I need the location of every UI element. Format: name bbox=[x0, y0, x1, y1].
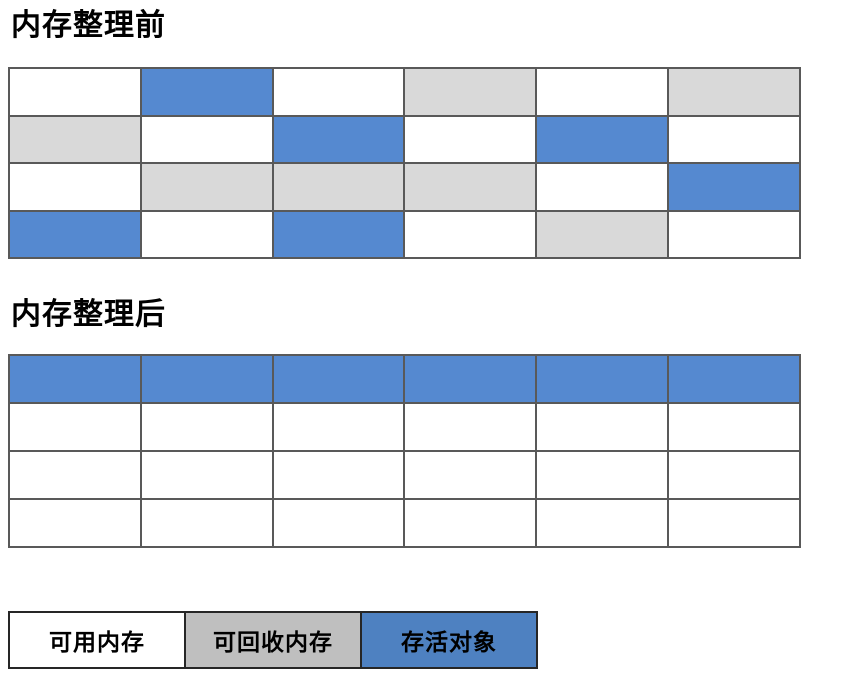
memory-cell-free bbox=[272, 403, 405, 451]
memory-cell-free bbox=[272, 499, 405, 547]
memory-cell-reclaimable bbox=[272, 163, 405, 211]
memory-grid-after bbox=[8, 354, 801, 548]
memory-cell-free bbox=[272, 451, 405, 499]
memory-cell-free bbox=[404, 210, 537, 258]
memory-cell-live bbox=[9, 210, 141, 258]
memory-cell-live bbox=[140, 68, 273, 116]
memory-cell-free bbox=[668, 210, 800, 258]
memory-cell-free bbox=[668, 115, 800, 163]
memory-cell-free bbox=[9, 403, 141, 451]
memory-cell-live bbox=[668, 163, 800, 211]
memory-cell-free bbox=[536, 499, 669, 547]
memory-cell-live bbox=[668, 355, 800, 403]
legend-item-live: 存活对象 bbox=[362, 613, 536, 667]
memory-cell-free bbox=[140, 403, 273, 451]
memory-cell-free bbox=[536, 451, 669, 499]
memory-cell-live bbox=[404, 355, 537, 403]
memory-cell-free bbox=[140, 451, 273, 499]
memory-cell-live bbox=[536, 355, 669, 403]
memory-cell-live bbox=[140, 355, 273, 403]
title-before-compaction: 内存整理前 bbox=[11, 9, 166, 42]
memory-cell-free bbox=[668, 499, 800, 547]
memory-grid-before bbox=[8, 67, 801, 259]
memory-cell-reclaimable bbox=[668, 68, 800, 116]
memory-cell-free bbox=[140, 210, 273, 258]
memory-cell-free bbox=[140, 499, 273, 547]
memory-cell-free bbox=[668, 451, 800, 499]
memory-cell-live bbox=[9, 355, 141, 403]
memory-cell-free bbox=[9, 499, 141, 547]
memory-cell-free bbox=[9, 68, 141, 116]
memory-legend: 可用内存 可回收内存 存活对象 bbox=[8, 611, 538, 669]
memory-cell-live bbox=[536, 115, 669, 163]
memory-cell-reclaimable bbox=[9, 115, 141, 163]
legend-item-free: 可用内存 bbox=[10, 613, 186, 667]
memory-cell-free bbox=[140, 115, 273, 163]
memory-cell-free bbox=[536, 403, 669, 451]
memory-cell-free bbox=[536, 163, 669, 211]
memory-cell-free bbox=[9, 163, 141, 211]
memory-cell-reclaimable bbox=[404, 163, 537, 211]
memory-cell-free bbox=[404, 403, 537, 451]
memory-cell-free bbox=[404, 451, 537, 499]
memory-cell-free bbox=[272, 68, 405, 116]
memory-cell-free bbox=[404, 499, 537, 547]
memory-cell-live bbox=[272, 115, 405, 163]
memory-cell-reclaimable bbox=[404, 68, 537, 116]
memory-cell-free bbox=[9, 451, 141, 499]
memory-cell-live bbox=[272, 210, 405, 258]
title-after-compaction: 内存整理后 bbox=[11, 298, 166, 331]
memory-cell-live bbox=[272, 355, 405, 403]
memory-cell-free bbox=[404, 115, 537, 163]
legend-item-reclaimable: 可回收内存 bbox=[186, 613, 362, 667]
memory-cell-free bbox=[668, 403, 800, 451]
memory-cell-reclaimable bbox=[140, 163, 273, 211]
memory-cell-free bbox=[536, 68, 669, 116]
memory-cell-reclaimable bbox=[536, 210, 669, 258]
